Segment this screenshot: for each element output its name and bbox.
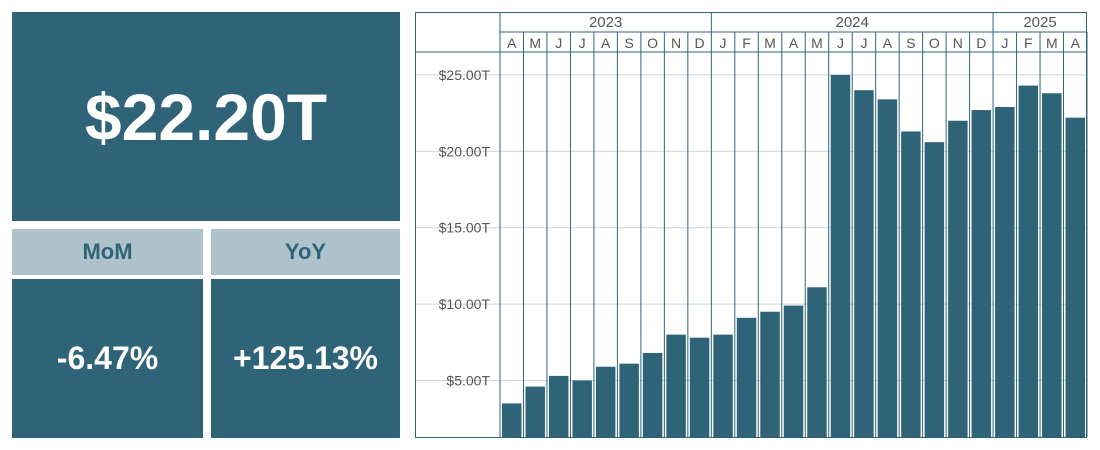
bar [689,337,710,437]
bar [807,287,827,437]
bar [924,142,945,437]
bar [854,90,874,437]
year-label: 2025 [1023,14,1056,31]
bar [1065,117,1085,437]
month-label: J [555,35,562,51]
month-label: J [1001,35,1008,51]
month-label: A [507,35,517,51]
y-tick-label: $25.00T [439,67,491,83]
yoy-header: YoY [211,229,400,275]
bar [595,366,616,437]
bar [830,74,851,438]
bar [1018,85,1039,437]
month-label: S [906,35,915,51]
bar [995,107,1015,437]
bar [783,305,804,437]
year-label: 2023 [589,14,622,31]
bar [572,380,592,437]
month-label: O [647,35,658,51]
bar [971,110,992,438]
month-label: A [601,35,611,51]
bar [525,386,545,437]
month-label: J [837,35,844,51]
bar [760,311,780,437]
bar [619,363,639,437]
month-label: O [929,35,940,51]
month-label: F [1024,35,1033,51]
month-label: A [883,35,893,51]
month-label: D [695,35,705,51]
bar [502,403,522,437]
month-label: N [953,35,963,51]
month-label: M [1046,35,1058,51]
yoy-value: +125.13% [211,279,400,438]
y-tick-label: $20.00T [439,143,491,159]
y-tick-label: $5.00T [446,372,490,388]
bar [901,131,921,437]
bar [948,120,968,437]
bar [642,352,663,437]
chart-frame [415,12,1087,438]
y-tick-label: $15.00T [439,220,491,236]
bar [736,317,757,437]
month-label: S [624,35,633,51]
month-label: A [1071,35,1081,51]
bar [877,99,898,437]
bar [548,375,569,437]
month-label: A [789,35,799,51]
month-label: N [671,35,681,51]
month-label: J [579,35,586,51]
month-label: J [860,35,867,51]
kpi-total-value: $22.20T [12,12,400,221]
bar [1042,93,1062,437]
mom-header: MoM [12,229,203,275]
month-label: M [529,35,541,51]
month-label: M [764,35,776,51]
mom-value: -6.47% [12,279,203,438]
bar [713,334,733,437]
y-tick-label: $10.00T [439,296,491,312]
year-label: 2024 [836,14,869,31]
month-label: J [720,35,727,51]
month-label: D [976,35,986,51]
month-label: F [742,35,751,51]
bar [666,334,686,437]
month-label: M [811,35,823,51]
